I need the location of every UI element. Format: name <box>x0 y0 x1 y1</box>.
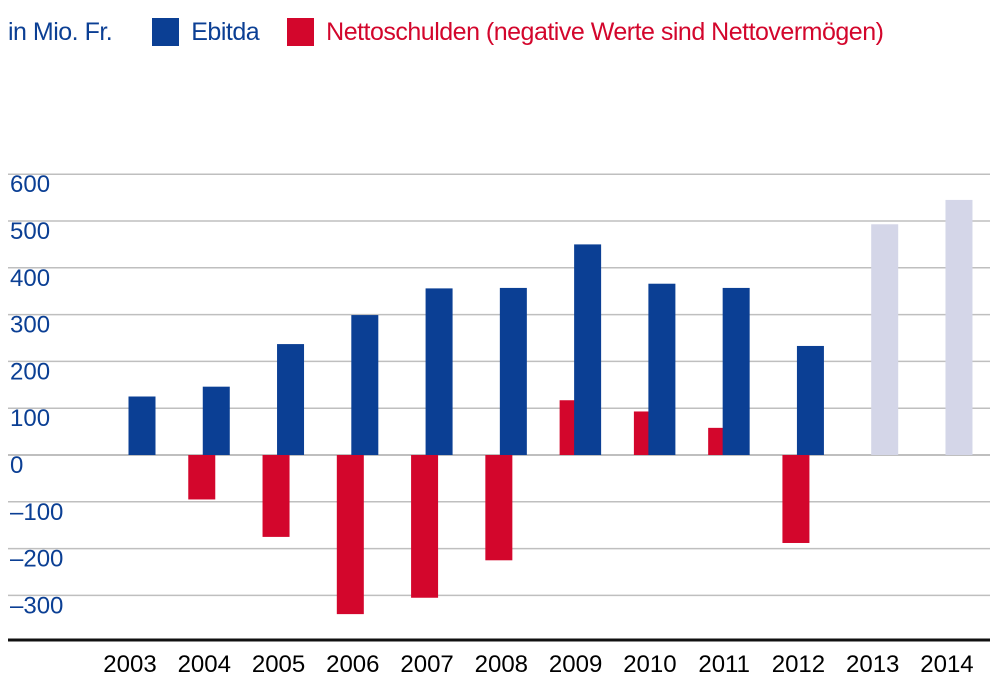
legend-label-nettoschulden: Nettoschulden (negative Werte sind Netto… <box>326 17 884 46</box>
bar-ebitda <box>648 283 676 455</box>
y-tick-label: –200 <box>10 546 63 573</box>
bar-ebitda <box>128 396 156 455</box>
unit-label: in Mio. Fr. <box>8 17 113 46</box>
y-axis-ticks: 600 500 400 300 200 100 0 –100 –200 –300 <box>10 171 63 619</box>
bar-nettoschulden <box>336 455 364 615</box>
y-tick-label: 300 <box>10 312 50 339</box>
y-tick-label: 400 <box>10 265 50 292</box>
y-tick-label: 600 <box>10 171 50 198</box>
bar-ebitda-forecast <box>945 199 973 455</box>
bar-ebitda <box>425 288 453 455</box>
bar-ebitda <box>499 287 527 455</box>
y-tick-label: 100 <box>10 405 50 432</box>
bar-nettoschulden <box>782 455 810 543</box>
x-tick-label: 2003 <box>103 651 156 678</box>
x-tick-label: 2013 <box>846 651 899 678</box>
x-tick-label: 2009 <box>549 651 602 678</box>
legend-label-ebitda: Ebitda <box>191 17 260 46</box>
legend-item-nettoschulden: Nettoschulden (negative Werte sind Netto… <box>287 17 884 47</box>
bar-nettoschulden <box>411 455 439 598</box>
x-tick-label: 2014 <box>920 651 973 678</box>
bar-ebitda <box>351 315 379 455</box>
x-axis-ticks: 2003 2004 2005 2006 2007 2008 2009 2010 2011 2012… <box>103 651 973 678</box>
x-tick-label: 2007 <box>400 651 453 678</box>
legend-swatch-nettoschulden <box>287 18 315 46</box>
y-tick-label: –300 <box>10 592 63 619</box>
bar-ebitda <box>722 287 750 455</box>
bar-ebitda <box>202 386 230 455</box>
y-tick-label: 0 <box>10 452 23 479</box>
legend: in Mio. Fr. Ebitda Nettoschulden (negati… <box>8 14 911 50</box>
legend-item-ebitda: Ebitda <box>152 17 260 47</box>
x-tick-label: 2006 <box>326 651 379 678</box>
bar-nettoschulden <box>188 455 216 500</box>
bar-ebitda <box>574 244 602 455</box>
y-tick-label: 500 <box>10 218 50 245</box>
bar-ebitda <box>796 345 824 455</box>
y-tick-label: 200 <box>10 358 50 385</box>
y-tick-label: –100 <box>10 499 63 526</box>
x-tick-label: 2008 <box>475 651 528 678</box>
x-tick-label: 2005 <box>252 651 305 678</box>
bar-nettoschulden <box>262 455 290 537</box>
x-tick-label: 2004 <box>178 651 231 678</box>
legend-swatch-ebitda <box>152 18 180 46</box>
x-tick-label: 2011 <box>698 651 750 678</box>
x-tick-label: 2010 <box>623 651 676 678</box>
x-tick-label: 2012 <box>772 651 825 678</box>
bars <box>128 199 973 615</box>
bar-ebitda-forecast <box>871 224 899 455</box>
bar-nettoschulden <box>485 455 513 561</box>
bar-ebitda <box>277 344 305 455</box>
